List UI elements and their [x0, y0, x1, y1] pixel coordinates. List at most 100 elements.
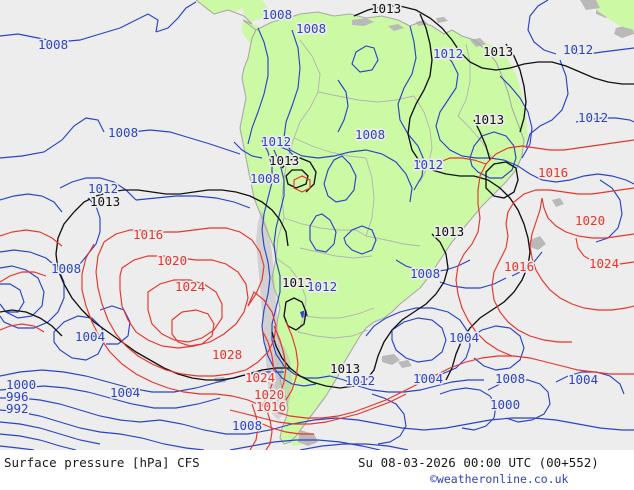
isobar-label-halo: 1012: [563, 42, 593, 57]
isobar-label: 1008: [262, 7, 292, 22]
isobar-label: 1013: [434, 224, 464, 239]
isobar-label: 1012: [578, 110, 608, 125]
isobar-label-halo: 1024: [245, 370, 275, 385]
isobar-label-halo: 1008: [262, 7, 292, 22]
isobar-label: 1016: [538, 165, 568, 180]
isobar-label: 1004: [568, 372, 598, 387]
isobar-label: 1004: [449, 330, 479, 345]
isobar-label-halo: 1008: [355, 127, 385, 142]
isobar-label: 996: [6, 389, 29, 404]
isobar-label-halo: 1013: [330, 361, 360, 376]
isobar-label-halo: 1016: [256, 399, 286, 414]
isobar-label-halo: 1013: [474, 112, 504, 127]
footer-credit: ©weatheronline.co.uk: [430, 472, 569, 486]
isobar-label: 1013: [474, 112, 504, 127]
isobar-label: 1012: [307, 279, 337, 294]
isobar-label-halo: 1008: [495, 371, 525, 386]
isobar-label-halo: 1000: [490, 397, 520, 412]
isobar-label: 1024: [245, 370, 275, 385]
isobar-label: 1012: [261, 134, 291, 149]
isobar-label-halo: 1008: [51, 261, 81, 276]
isobar-label-halo: 1004: [110, 385, 140, 400]
isobar-label-halo: 1004: [449, 330, 479, 345]
isobar-group-red: [0, 139, 634, 450]
isobar-label: 1004: [75, 329, 105, 344]
isobar-label-halo: 1020: [157, 253, 187, 268]
isobar-label: 1012: [345, 373, 375, 388]
isobar-label: 1020: [157, 253, 187, 268]
isobar-label-halo: 1008: [232, 418, 262, 433]
isobar-label-halo: 1028: [212, 347, 242, 362]
isobar-label: 1028: [212, 347, 242, 362]
isobar-label: 1008: [410, 266, 440, 281]
isobar-label: 1000: [490, 397, 520, 412]
isobar-label: 1008: [355, 127, 385, 142]
isobar-label-halo: 1012: [578, 110, 608, 125]
isobar-label: 1008: [232, 418, 262, 433]
pressure-map-canvas[interactable]: 1008 1008 1008 1008 1008 1008 1008 1008 1013 1013…: [0, 0, 634, 450]
isobar-label: 1012: [563, 42, 593, 57]
isobar-label-halo: 1016: [504, 259, 534, 274]
isobar-label-halo: 1012: [261, 134, 291, 149]
isobar-label: 1008: [296, 21, 326, 36]
isobar-label: 1013: [282, 275, 312, 290]
isobar-label: 1020: [254, 387, 284, 402]
isobar-label: 1004: [413, 371, 443, 386]
isobar-label-halo: 1004: [413, 371, 443, 386]
isobar-label-halo: 1012: [433, 46, 463, 61]
isobar-label-halo: 1008: [296, 21, 326, 36]
isobar-label-halo: 1016: [133, 227, 163, 242]
isobar-label-halo: 1008: [108, 125, 138, 140]
isobar-label-halo: 1013: [483, 44, 513, 59]
isobar-label-halo: 1013: [371, 1, 401, 16]
isobar-label: 1008: [108, 125, 138, 140]
isobar-label: 992: [6, 401, 29, 416]
isobar-label: 1013: [371, 1, 401, 16]
isobar-label: 1024: [175, 279, 205, 294]
isobar-label-halo: 1024: [175, 279, 205, 294]
isobar-label: 1024: [589, 256, 619, 271]
isobar-label-halo: 1013: [282, 275, 312, 290]
isobar-label-halo: 1024: [589, 256, 619, 271]
isobar-label: 1008: [495, 371, 525, 386]
isobar-label: 1016: [133, 227, 163, 242]
footer-title: Surface pressure [hPa] CFS: [4, 455, 200, 470]
isobar-label: 1013: [330, 361, 360, 376]
isobar-label-halo: 992: [6, 401, 29, 416]
isobar-label-halo: 1012: [88, 181, 118, 196]
isobar-label-halo: 1013: [434, 224, 464, 239]
isobar-label: 1012: [413, 157, 443, 172]
isobar-label-halo: 1008: [250, 171, 280, 186]
isobar-label: 1008: [51, 261, 81, 276]
isobar-label-halo: 1020: [575, 213, 605, 228]
isobar-label-halo: 996: [6, 389, 29, 404]
isobar-label-layer: 1008 1008 1008 1008 1008 1008 1008 1008 1013 1013…: [4, 0, 620, 435]
isobar-label-halo: 1008: [410, 266, 440, 281]
isobar-label-halo: 1004: [75, 329, 105, 344]
isobar-label: 1016: [504, 259, 534, 274]
isobar-label: 1020: [575, 213, 605, 228]
map-footer: Surface pressure [hPa] CFS Su 08-03-2026…: [0, 450, 634, 490]
isobar-label: 1013: [269, 153, 299, 168]
isobar-label: 1012: [433, 46, 463, 61]
isobar-group-blue: [0, 0, 634, 450]
isobar-label-halo: 1020: [254, 387, 284, 402]
isobar-label: 1008: [250, 171, 280, 186]
isobar-label: 1013: [483, 44, 513, 59]
isobar-label-halo: 1013: [90, 194, 120, 209]
map-svg: 1008 1008 1008 1008 1008 1008 1008 1008 1013 1013…: [0, 0, 634, 450]
isobar-label: 1013: [90, 194, 120, 209]
isobar-label-halo: 1000: [6, 377, 36, 392]
isobar-label: 1000: [6, 377, 36, 392]
isobar-label-halo: 1004: [568, 372, 598, 387]
isobar-label-halo: 1016: [538, 165, 568, 180]
isobar-label: 1004: [110, 385, 140, 400]
isobar-label-halo: 1012: [307, 279, 337, 294]
isobar-label: 1012: [88, 181, 118, 196]
isobar-label-halo: 1013: [269, 153, 299, 168]
isobar-label: 1008: [38, 37, 68, 52]
isobar-label-halo: 1012: [345, 373, 375, 388]
isobar-label: 1016: [256, 399, 286, 414]
isobar-label-halo: 1008: [38, 37, 68, 52]
